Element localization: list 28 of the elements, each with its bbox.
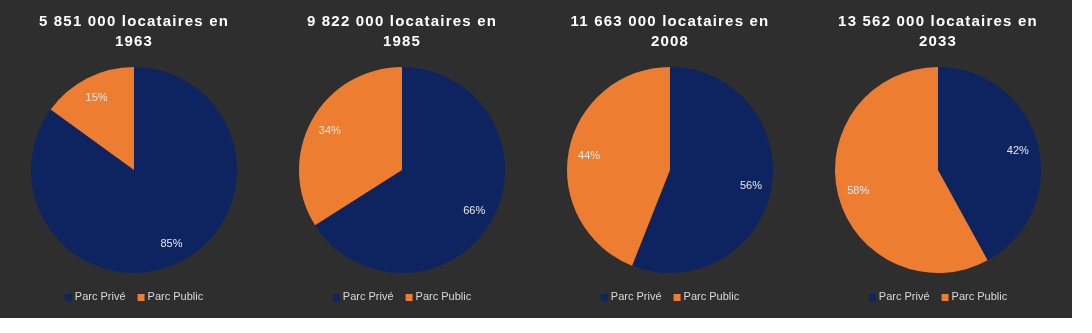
- pie-slice: [567, 67, 670, 266]
- pie-slice: [299, 67, 402, 226]
- pie-slice: [50, 67, 134, 170]
- legend-label: Parc Privé: [342, 290, 394, 302]
- chart-title: 13 562 000 locataires en 2033: [838, 12, 1038, 49]
- legend-label: Parc Privé: [74, 290, 126, 302]
- pie-slice: [835, 67, 988, 273]
- legend-label: Parc Privé: [878, 290, 930, 302]
- data-label: 15%: [85, 90, 108, 103]
- data-label: 85%: [160, 237, 183, 250]
- pie-slice: [938, 67, 1041, 261]
- chart-title: 9 822 000 locataires en 1985: [306, 12, 498, 49]
- data-label: 56%: [739, 179, 763, 192]
- data-label: 58%: [847, 184, 870, 197]
- legend-label: Parc Privé: [610, 290, 662, 302]
- legend-label: Parc Public: [147, 290, 204, 302]
- chart-title: 11 663 000 locataires en 2008: [570, 12, 770, 49]
- pie-slice: [315, 67, 505, 273]
- legend-label: Parc Public: [415, 290, 472, 302]
- chart-title: 5 851 000 locataires en 1963: [38, 12, 230, 49]
- legend-label: Parc Public: [683, 290, 740, 302]
- data-label: 66%: [463, 203, 486, 216]
- data-label: 34%: [318, 124, 342, 137]
- pie-slice: [31, 67, 237, 273]
- pie-slice: [632, 67, 773, 273]
- data-label: 44%: [578, 148, 601, 161]
- legend-label: Parc Public: [951, 290, 1008, 302]
- data-label: 42%: [1006, 143, 1030, 156]
